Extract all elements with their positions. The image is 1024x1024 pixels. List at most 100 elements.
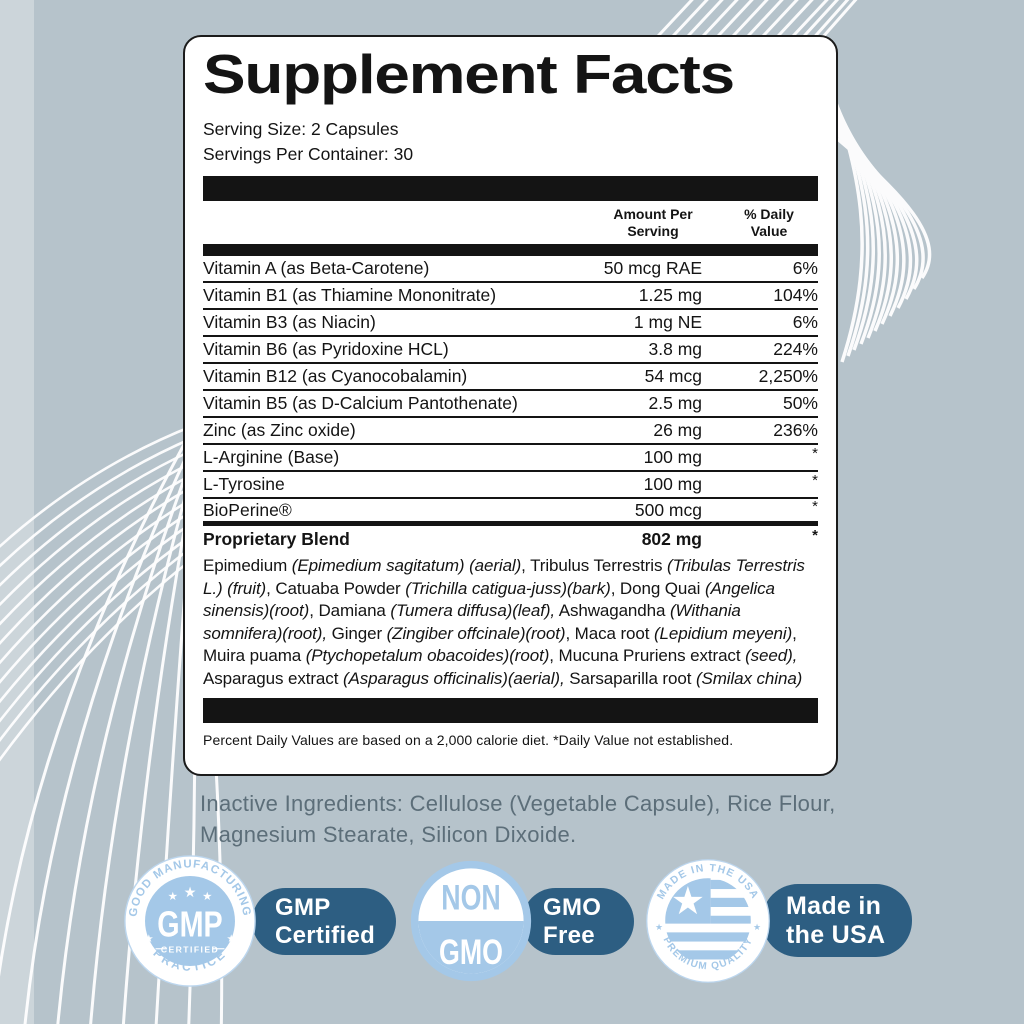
ingredient-amount: 100 mg	[643, 447, 702, 467]
serving-info: Serving Size: 2 Capsules Servings Per Co…	[203, 117, 818, 167]
blend-botanical-name: (Zingiber offcinale)(root)	[386, 623, 566, 643]
ingredient-amount: 802 mg	[641, 528, 702, 549]
facts-row: L-Tyrosine 100 mg *	[203, 472, 818, 499]
ingredient-name: Proprietary Blend	[203, 528, 350, 549]
ingredient-amount: 500 mcg	[634, 499, 702, 520]
blend-ingredient-text: , Maca root	[565, 623, 654, 643]
ingredient-name: Vitamin B5 (as D-Calcium Pantothenate)	[203, 393, 518, 413]
ingredient-name: L-Tyrosine	[203, 474, 285, 494]
blend-botanical-name: (Lepidium meyeni)	[654, 623, 793, 643]
gmp-certified-text: CERTIFIED	[161, 945, 219, 955]
usa-flag-icon: ★	[665, 878, 751, 964]
blend-ingredient-text: , Dong Quai	[610, 578, 705, 598]
ingredient-amount: 3.8 mg	[648, 339, 703, 359]
non-gmo-seal-icon: NON GMO	[409, 859, 533, 988]
ingredient-daily-value: 224%	[773, 339, 818, 359]
supplement-facts-title: Supplement Facts	[203, 43, 735, 105]
facts-row: Vitamin B5 (as D-Calcium Pantothenate) 2.…	[203, 391, 818, 418]
blend-ingredient-text: , Tribulus Terrestris	[521, 556, 667, 575]
supplement-facts-card: Supplement Facts Serving Size: 2 Capsule…	[183, 35, 838, 776]
facts-row: BioPerine® 500 mcg *	[203, 497, 818, 526]
left-light-band	[0, 0, 34, 1024]
left-mesh-curves	[0, 423, 196, 762]
facts-row: Proprietary Blend 802 mg *	[203, 526, 818, 552]
ingredient-daily-value: 2,250%	[758, 366, 818, 386]
ingredient-daily-value: *	[812, 472, 818, 489]
made-in-usa-seal-icon: ★ MADE IN THE USA PREMIUM QUALITY ★ ★	[645, 858, 771, 989]
usa-pill-line1: Made in	[786, 891, 882, 920]
ingredient-name: BioPerine®	[203, 499, 292, 520]
facts-row: Vitamin B12 (as Cyanocobalamin) 54 mcg 2,2…	[203, 364, 818, 391]
facts-row: Zinc (as Zinc oxide) 26 mg 236%	[203, 418, 818, 445]
blend-ingredient-text: , Muira puama	[203, 623, 797, 666]
gmo-free-pill: GMO Free	[522, 888, 634, 955]
gmp-pill-line1: GMP	[275, 893, 331, 921]
gmp-side-star-right-icon: ★	[226, 933, 235, 945]
blend-botanical-name: (Tumera diffusa)(leaf),	[390, 601, 556, 620]
blend-ingredient-text: Asparagus extract	[203, 668, 343, 688]
blend-ingredient-text: Ashwagandha	[555, 601, 670, 620]
gmp-certified-pill: GMP Certified	[252, 888, 396, 955]
ingredient-name: Vitamin B3 (as Niacin)	[203, 312, 376, 332]
blend-ingredient-text: Ginger	[326, 623, 387, 643]
thick-divider-bottom	[203, 698, 818, 723]
blend-ingredient-text: Sarsaparilla root	[564, 668, 696, 688]
blend-botanical-name: (Epimedium sagitatum) (aerial)	[291, 556, 522, 575]
gmo-pill-line1: GMO	[543, 893, 602, 921]
ingredient-amount: 1 mg NE	[633, 312, 702, 332]
gmo-pill-line2: Free	[543, 921, 595, 949]
gmp-seal-icon: GOOD MANUFACTURING PRACTICE ★ ★ ★ ★ ★ GM…	[123, 854, 257, 993]
gmo-text: GMO	[439, 933, 503, 972]
gmp-star-left-icon: ★	[168, 889, 178, 903]
facts-row: L-Arginine (Base) 100 mg *	[203, 445, 818, 472]
made-in-usa-pill: Made in the USA	[762, 884, 912, 957]
gmp-pill-line2: Certified	[275, 921, 376, 949]
ingredient-daily-value: 6%	[792, 312, 818, 332]
ingredient-amount: 26 mg	[653, 420, 702, 440]
usa-side-star-left-icon: ★	[655, 923, 663, 933]
ingredient-name: Vitamin A (as Beta-Carotene)	[203, 258, 430, 278]
gmp-center-text: GMP	[157, 904, 222, 944]
blend-botanical-name: (Asparagus officinalis)(aerial),	[342, 668, 565, 688]
table-header-row: Amount Per Serving % Daily Value	[203, 201, 818, 244]
blend-botanical-name: (Tribulas Terrestris L.) (fruit)	[203, 556, 805, 598]
blend-ingredient-text: , Mucuna Pruriens extract	[549, 646, 746, 665]
ingredient-daily-value: *	[812, 526, 818, 544]
ingredient-daily-value: 104%	[773, 285, 818, 305]
right-feather-curves	[820, 59, 932, 363]
ingredient-name: L-Arginine (Base)	[203, 447, 340, 467]
daily-value-header: % Daily Value	[744, 206, 794, 239]
serving-size: Serving Size: 2 Capsules	[203, 119, 399, 139]
facts-row: Vitamin B1 (as Thiamine Mononitrate) 1.25…	[203, 283, 818, 310]
blend-ingredient-text: , Damiana	[309, 601, 391, 620]
ingredient-daily-value: *	[812, 497, 818, 515]
blend-botanical-name: (seed),	[745, 646, 798, 665]
facts-row: Vitamin B3 (as Niacin) 1 mg NE 6%	[203, 310, 818, 337]
ingredient-name: Vitamin B6 (as Pyridoxine HCL)	[203, 339, 449, 359]
non-text: NON	[441, 878, 500, 917]
facts-rows: Vitamin A (as Beta-Carotene) 50 mcg RAE 6%…	[203, 256, 818, 552]
ingredient-daily-value: *	[812, 445, 818, 462]
ingredient-amount: 2.5 mg	[648, 393, 703, 413]
gmp-side-star-left-icon: ★	[144, 933, 153, 945]
gmp-star-right-icon: ★	[202, 889, 212, 903]
thick-divider-header	[203, 244, 818, 256]
ingredient-name: Vitamin B1 (as Thiamine Mononitrate)	[203, 285, 497, 305]
ingredient-amount: 54 mcg	[644, 366, 702, 386]
blend-botanical-name: (Withania somnifera)(root),	[203, 601, 741, 643]
blend-botanical-name: (Ptychopetalum obacoides)(root)	[305, 646, 550, 665]
ingredient-amount: 1.25 mg	[638, 285, 702, 305]
inactive-ingredients: Inactive Ingredients: Cellulose (Vegetab…	[200, 791, 836, 847]
usa-side-star-right-icon: ★	[753, 923, 761, 933]
blend-description: Epimedium (Epimedium sagitatum) (aerial)…	[203, 555, 818, 690]
blend-ingredient-text: Epimedium	[203, 556, 292, 575]
ingredient-name: Zinc (as Zinc oxide)	[203, 420, 356, 440]
ingredient-daily-value: 236%	[773, 420, 818, 440]
ingredient-amount: 50 mcg RAE	[603, 258, 702, 278]
usa-pill-line2: the USA	[786, 920, 886, 949]
ingredient-name: Vitamin B12 (as Cyanocobalamin)	[203, 366, 468, 386]
blend-botanical-name: (Angelica sinensis)(root)	[203, 578, 775, 621]
thick-divider-top	[203, 176, 818, 201]
servings-per-container: Servings Per Container: 30	[203, 144, 414, 164]
